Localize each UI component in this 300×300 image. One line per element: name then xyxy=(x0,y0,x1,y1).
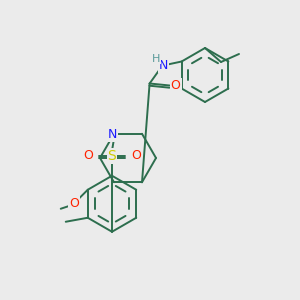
Text: N: N xyxy=(159,59,168,72)
Text: N: N xyxy=(107,128,117,141)
Text: H: H xyxy=(152,53,160,64)
Text: O: O xyxy=(69,197,79,210)
Text: O: O xyxy=(83,149,93,162)
Text: O: O xyxy=(171,79,181,92)
Text: O: O xyxy=(131,149,141,162)
Text: S: S xyxy=(108,149,116,163)
